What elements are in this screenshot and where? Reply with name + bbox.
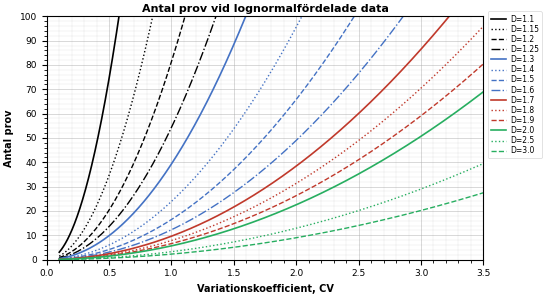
X-axis label: Variationskoefficient, CV: Variationskoefficient, CV — [197, 284, 334, 294]
Legend: D=1.1, D=1.15, D=1.2, D=1.25, D=1.3, D=1.4, D=1.5, D=1.6, D=1.7, D=1.8, D=1.9, D: D=1.1, D=1.15, D=1.2, D=1.25, D=1.3, D=1… — [488, 11, 542, 159]
Y-axis label: Antal prov: Antal prov — [4, 109, 14, 167]
Title: Antal prov vid lognormalfördelade data: Antal prov vid lognormalfördelade data — [141, 4, 389, 14]
